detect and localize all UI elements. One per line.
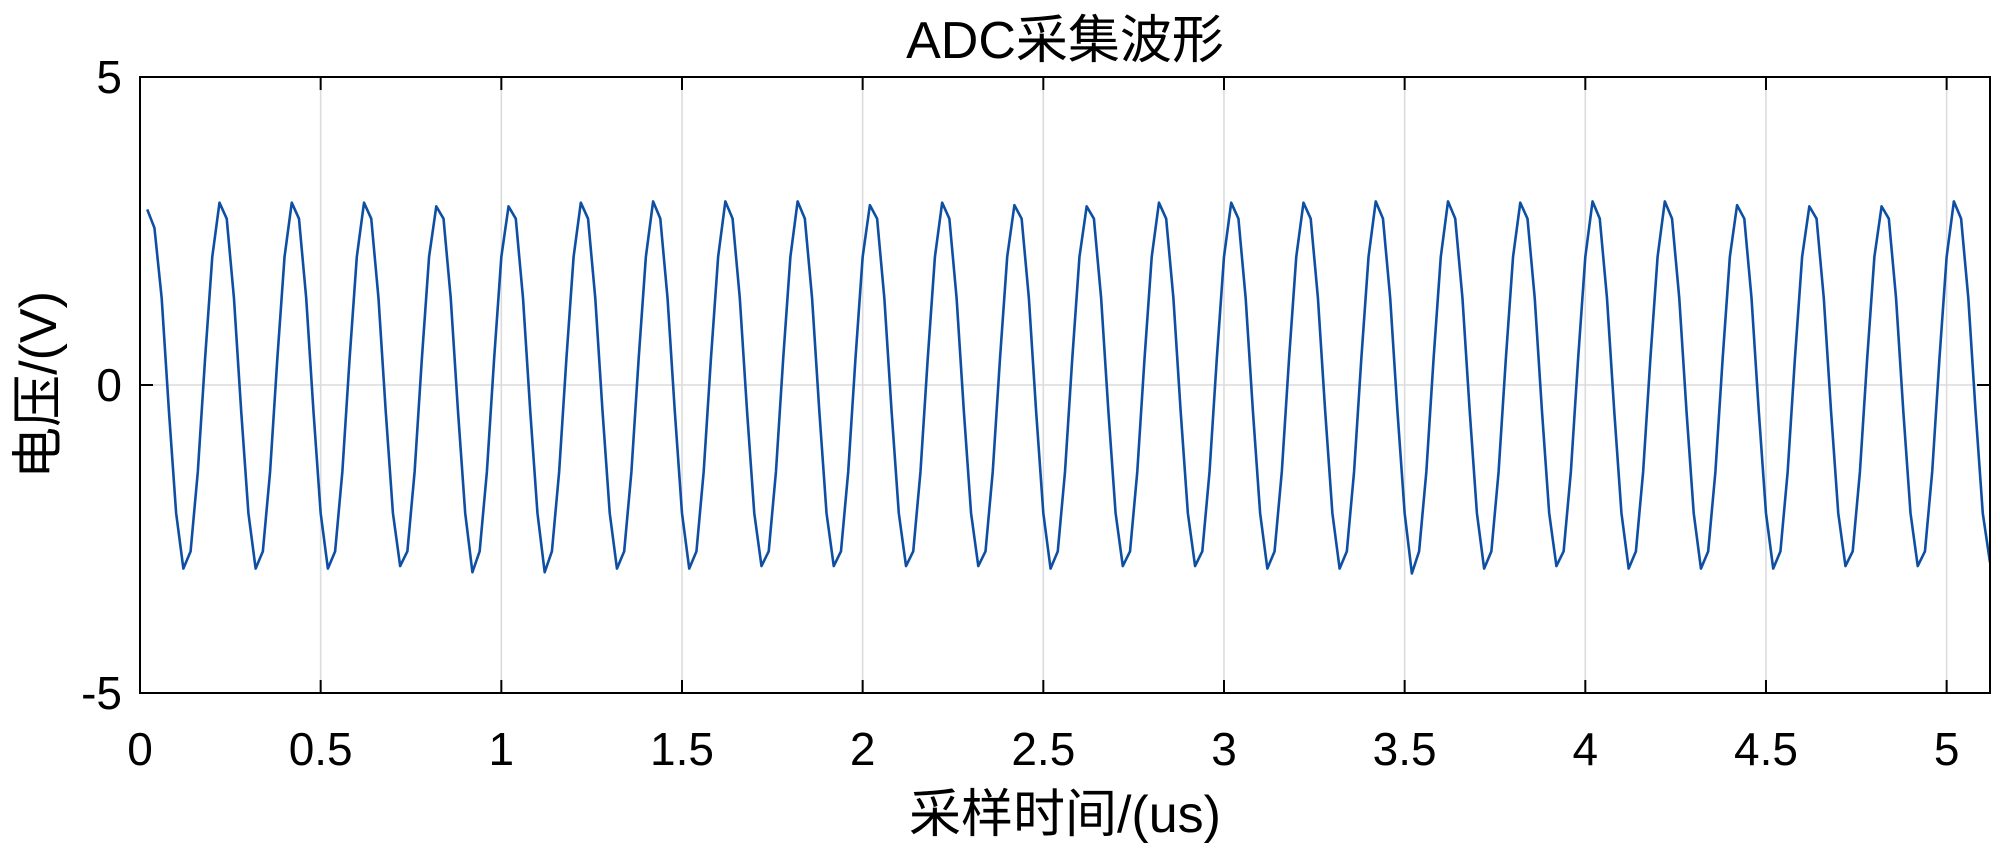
series-layer [146,200,1990,575]
x-tick-label: 2 [850,723,876,775]
y-axis-label: 电压/(V) [10,291,68,479]
x-tick-label: 2.5 [1011,723,1075,775]
series-line [146,200,1990,575]
x-tick-label: 3 [1211,723,1237,775]
x-tick-label: 1 [489,723,515,775]
x-tick-label: 0.5 [289,723,353,775]
x-tick-label: 3.5 [1373,723,1437,775]
y-tick-label: -5 [81,667,122,719]
x-tick-label: 5 [1934,723,1960,775]
x-tick-label: 0 [127,723,153,775]
tick-marks [139,76,1990,694]
y-tick-label: 5 [96,51,122,103]
x-axis-label: 采样时间/(us) [909,786,1221,844]
x-tick-label: 4.5 [1734,723,1798,775]
tick-labels: 0 0.5 1 1.5 2 2.5 3 3.5 4 4.5 5-505 [81,51,1959,775]
y-tick-label: 0 [96,359,122,411]
x-tick-label: 1.5 [650,723,714,775]
x-tick-label: 4 [1573,723,1599,775]
grid-layer [140,77,1990,693]
chart-title: ADC采集波形 [906,12,1224,70]
